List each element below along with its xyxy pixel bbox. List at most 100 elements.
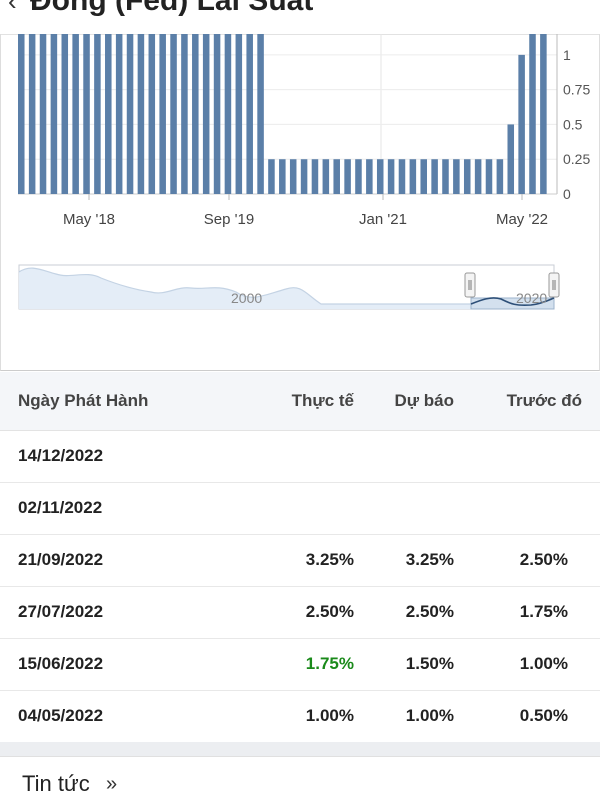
bar[interactable] — [257, 34, 264, 194]
release-date: 02/11/2022 — [18, 498, 103, 517]
bar[interactable] — [322, 159, 330, 194]
previous-value: 0.50% — [519, 706, 568, 725]
forecast-value: 3.25% — [405, 550, 454, 569]
previous-value: 1.00% — [519, 654, 568, 673]
chart-card: 0 0.25 0.5 0.75 1 May '18 Sep '19 Jan '21 May '… — [0, 34, 600, 371]
x-tick-label: Jan '21 — [359, 211, 407, 228]
x-tick-label: Sep '19 — [204, 211, 254, 228]
release-date: 27/07/2022 — [18, 602, 104, 621]
bar[interactable] — [409, 159, 417, 194]
header-release-date: Ngày Phát Hành — [18, 391, 149, 410]
bar[interactable] — [366, 159, 373, 194]
bar[interactable] — [235, 34, 243, 194]
bar[interactable] — [485, 159, 493, 194]
previous-value: 1.75% — [519, 602, 568, 621]
table-row[interactable]: 15/06/2022 1.75% 1.50% 1.00% — [0, 639, 600, 691]
table-row[interactable]: 14/12/2022 — [0, 431, 600, 483]
bar[interactable] — [376, 159, 384, 194]
bar[interactable] — [474, 159, 482, 194]
bar[interactable] — [224, 34, 232, 194]
table-header: Ngày Phát Hành Thực tế Dự báo Trước đó — [0, 372, 600, 431]
forecast-value: 1.50% — [405, 654, 454, 673]
bar[interactable] — [83, 34, 90, 194]
bar[interactable] — [453, 159, 460, 194]
bar[interactable] — [463, 159, 471, 194]
bar[interactable] — [159, 34, 166, 194]
table-row[interactable]: 04/05/2022 1.00% 1.00% 0.50% — [0, 691, 600, 743]
header-previous: Trước đó — [506, 391, 582, 410]
news-section-link[interactable]: Tin tức » — [0, 756, 600, 801]
bar[interactable] — [94, 34, 101, 194]
chevron-right-icon: » — [106, 773, 118, 795]
range-navigator[interactable]: 2000 2020 — [18, 264, 560, 310]
bar-chart[interactable]: 0 0.25 0.5 0.75 1 May '18 Sep '19 Jan '21 May '… — [1, 34, 599, 370]
bar[interactable] — [507, 124, 515, 194]
actual-value: 1.00% — [305, 706, 354, 725]
previous-value: 2.50% — [519, 550, 568, 569]
bar[interactable] — [355, 159, 362, 194]
bar[interactable] — [268, 159, 275, 194]
events-table: Ngày Phát Hành Thực tế Dự báo Trước đó 1… — [0, 372, 600, 743]
navigator-label-2000: 2000 — [231, 290, 262, 306]
bar[interactable] — [170, 34, 177, 194]
navigator-area — [19, 268, 471, 309]
bar[interactable] — [529, 34, 536, 194]
navigator-left-handle[interactable] — [464, 272, 476, 298]
y-tick-label: 0.25 — [563, 151, 590, 167]
bar[interactable] — [192, 34, 199, 194]
bar[interactable] — [181, 34, 188, 194]
bar[interactable] — [431, 159, 438, 194]
bar[interactable] — [518, 54, 525, 195]
x-tick-label: May '22 — [496, 211, 548, 228]
bar[interactable] — [311, 159, 319, 194]
navigator-selected-line — [470, 297, 555, 307]
bar[interactable] — [126, 34, 134, 194]
release-date: 21/09/2022 — [18, 550, 104, 569]
header-bar: ‹ Đồng (Fed) Lãi Suất — [0, 0, 600, 35]
table-row[interactable]: 27/07/2022 2.50% 2.50% 1.75% — [0, 587, 600, 639]
bar[interactable] — [50, 34, 58, 194]
bar[interactable] — [442, 159, 449, 194]
bar[interactable] — [279, 159, 286, 194]
news-label: Tin tức — [22, 771, 90, 796]
navigator-label-2020: 2020 — [516, 290, 547, 306]
header-forecast: Dự báo — [394, 391, 454, 410]
bar[interactable] — [496, 159, 504, 194]
x-tick-label: May '18 — [63, 211, 115, 228]
y-tick-label: 0.5 — [563, 116, 583, 132]
navigator-line — [18, 267, 471, 305]
y-tick-label: 1 — [563, 47, 571, 63]
release-date: 14/12/2022 — [18, 446, 104, 465]
table-row[interactable]: 21/09/2022 3.25% 3.25% 2.50% — [0, 535, 600, 587]
navigator-right-handle[interactable] — [548, 272, 560, 298]
forecast-value: 2.50% — [405, 602, 454, 621]
y-tick-label: 0.75 — [563, 82, 590, 98]
table-row[interactable]: 02/11/2022 — [0, 483, 600, 535]
bar[interactable] — [246, 34, 253, 194]
bar[interactable] — [61, 34, 69, 194]
bar[interactable] — [148, 34, 156, 194]
bar[interactable] — [137, 34, 145, 194]
bar[interactable] — [115, 34, 123, 194]
bar[interactable] — [387, 159, 395, 194]
page-title: Đồng (Fed) Lãi Suất — [30, 0, 314, 17]
bar[interactable] — [213, 34, 221, 194]
bar[interactable] — [398, 159, 406, 194]
bar[interactable] — [420, 159, 427, 194]
bar[interactable] — [300, 159, 308, 194]
bar[interactable] — [202, 34, 210, 194]
bar[interactable] — [72, 34, 79, 194]
actual-value: 3.25% — [305, 550, 354, 569]
bar[interactable] — [344, 159, 351, 194]
bar[interactable] — [333, 159, 340, 194]
release-date: 15/06/2022 — [18, 654, 104, 673]
bar[interactable] — [289, 159, 297, 194]
actual-value: 1.75% — [305, 654, 354, 673]
bar[interactable] — [39, 34, 47, 194]
bar[interactable] — [540, 34, 547, 194]
bar[interactable] — [28, 34, 36, 194]
back-arrow-icon[interactable]: ‹ — [8, 0, 17, 16]
y-tick-label: 0 — [563, 186, 571, 202]
bar[interactable] — [18, 34, 25, 194]
bar[interactable] — [105, 34, 112, 194]
